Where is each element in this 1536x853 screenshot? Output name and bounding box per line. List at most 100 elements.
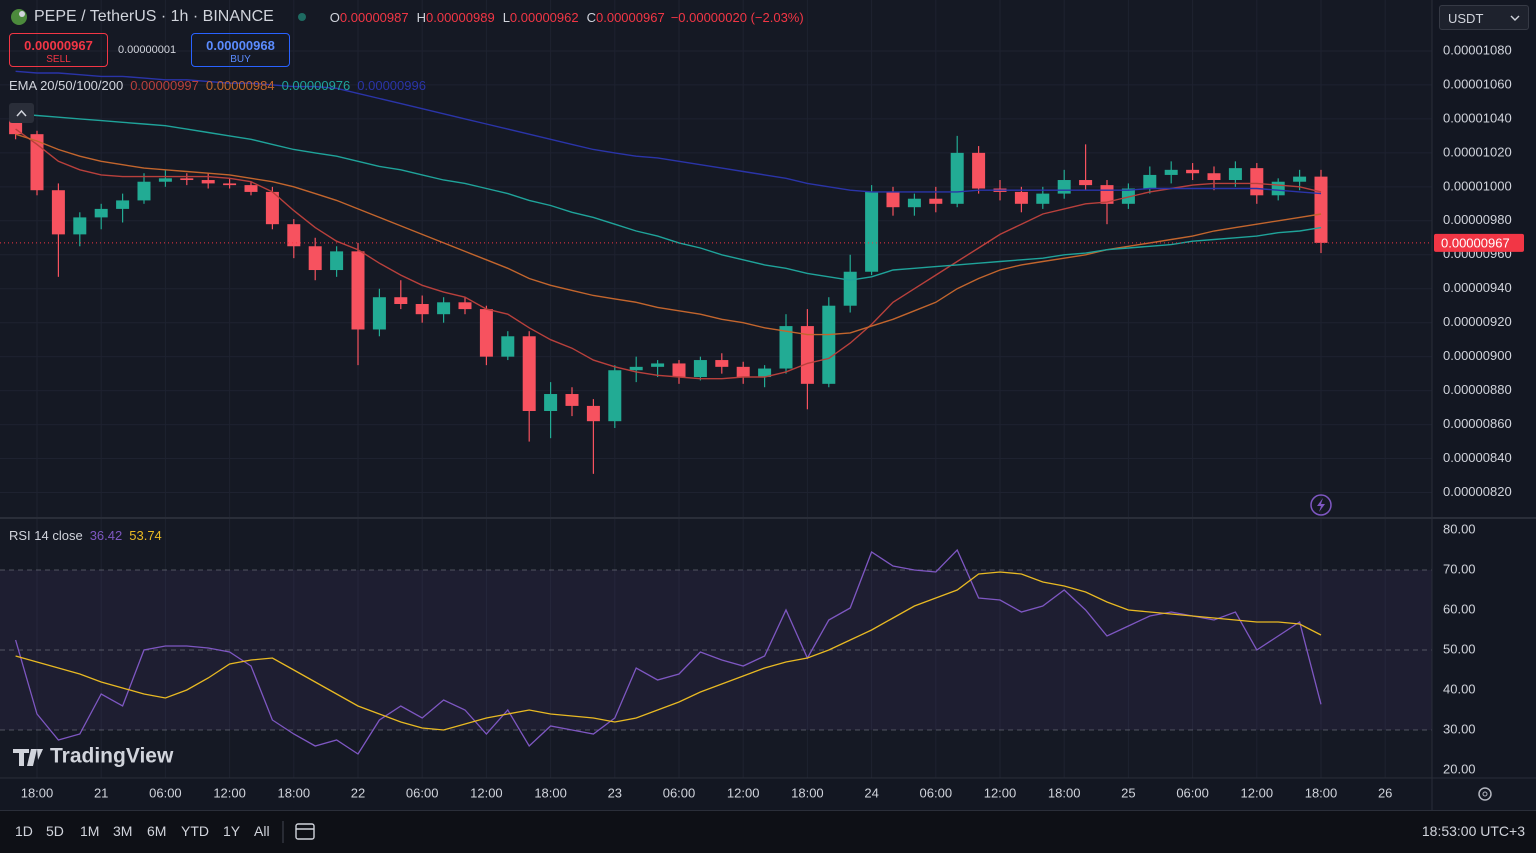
range-button[interactable]: 6M: [147, 823, 167, 839]
legend-value: 0.00000976: [281, 78, 351, 93]
candle-body: [437, 302, 451, 315]
change: −0.00000020 (−2.03%): [670, 9, 804, 25]
symbol-header: PEPE / TetherUS · 1h · BINANCE O 0.000009…: [10, 6, 804, 28]
date-range-icon[interactable]: [280, 813, 320, 853]
candle-body: [886, 191, 900, 208]
candle-body: [1164, 169, 1178, 175]
candle-body: [330, 251, 344, 271]
last-price-box: [1434, 233, 1524, 252]
candle-body: [1121, 188, 1135, 204]
x-tick-label: 06:00: [1176, 785, 1209, 800]
x-tick-label: 22: [351, 785, 365, 800]
x-tick-label: 18:00: [278, 785, 311, 800]
candle-body: [822, 305, 836, 384]
x-tick-label: 12:00: [727, 785, 760, 800]
buy-button[interactable]: 0.00000968 BUY: [191, 33, 290, 67]
y-tick-label: 70.00: [1443, 561, 1476, 576]
y-tick-label: 0.00001040: [1443, 110, 1512, 125]
range-button[interactable]: 1Y: [223, 823, 241, 839]
x-tick-label: 26: [1378, 785, 1392, 800]
symbol[interactable]: PEPE / TetherUS · 1h · BINANCE: [34, 8, 274, 25]
y-tick-label: 50.00: [1443, 641, 1476, 656]
ohlc-value: 0.00000987: [339, 9, 409, 25]
range-button[interactable]: 5D: [46, 823, 64, 839]
candle-body: [1143, 174, 1157, 189]
candle-body: [715, 360, 729, 367]
ohlc-value: 0.00000962: [509, 9, 579, 25]
spread: 0.00000001: [118, 44, 177, 56]
ohlc-key: C: [586, 9, 596, 25]
candle-body: [1057, 180, 1071, 194]
y-tick-label: 0.00000940: [1443, 280, 1512, 295]
plot-background: [0, 0, 1432, 778]
candle-body: [779, 326, 793, 369]
range-button[interactable]: 1M: [80, 823, 100, 839]
clock[interactable]: 18:53:00 UTC+3: [1421, 823, 1525, 839]
candle-body: [1186, 169, 1200, 174]
candle-body: [544, 394, 558, 412]
x-tick-label: 18:00: [1048, 785, 1081, 800]
candle-body: [1036, 193, 1050, 204]
range-button[interactable]: YTD: [181, 823, 209, 839]
collapse-button[interactable]: [9, 103, 34, 123]
x-tick-label: 12:00: [984, 785, 1017, 800]
candle-body: [501, 336, 515, 357]
legend-value: 0.00000997: [130, 78, 199, 93]
candle-body: [586, 405, 600, 422]
candle-body: [30, 134, 44, 191]
currency-select[interactable]: USDT: [1439, 5, 1529, 30]
legend-value: 53.74: [129, 528, 162, 543]
range-button[interactable]: 1D: [15, 823, 33, 839]
candle-body: [629, 366, 643, 371]
range-button[interactable]: All: [254, 823, 270, 839]
candle-body: [972, 152, 986, 189]
y-tick-label: 0.00000820: [1443, 484, 1512, 499]
logo-icon: [13, 749, 43, 766]
candle-body: [672, 363, 686, 378]
alert-icon[interactable]: [1310, 494, 1332, 516]
indicator-name[interactable]: EMA 20/50/100/200: [9, 78, 124, 93]
candle-body: [929, 198, 943, 204]
rsi-legend: RSI 14 close 36.42 53.74: [9, 528, 176, 543]
candle-body: [94, 208, 108, 218]
candle-body: [1293, 176, 1307, 182]
dropdown-icon: [1510, 15, 1520, 21]
legend-values: 0.00000997 0.00000984 0.00000976 0.00000996: [130, 78, 433, 93]
bottom-toolbar: 1D 5D 1M 3M 6M YTD 1Y All 18:53:00 UTC+3: [0, 810, 1536, 853]
candle-body: [1250, 168, 1264, 196]
y-tick-label: 20.00: [1443, 761, 1476, 776]
x-tick-label: 06:00: [920, 785, 953, 800]
candle-body: [1014, 191, 1028, 204]
x-tick-label: 06:00: [149, 785, 182, 800]
indicator-line: [15, 128, 1322, 380]
x-tick-label: 18:00: [1305, 785, 1338, 800]
sell-label: SELL: [46, 54, 71, 65]
y-tick-label: 60.00: [1443, 601, 1476, 616]
range-button[interactable]: 3M: [113, 823, 133, 839]
y-tick-label: 0.00000880: [1443, 382, 1512, 397]
candle-body: [758, 368, 772, 378]
watermark: TradingView: [50, 745, 174, 768]
ohlc-value: 0.00000989: [426, 9, 495, 25]
candle-body: [1228, 168, 1242, 181]
candle-body: [736, 366, 750, 378]
candle-body: [415, 304, 429, 315]
candle-body: [651, 363, 665, 367]
candle-body: [693, 360, 707, 378]
x-tick-label: 23: [608, 785, 622, 800]
candle-body: [865, 191, 879, 272]
sell-button[interactable]: 0.00000967 SELL: [9, 33, 108, 67]
legend-value: 36.42: [89, 528, 123, 543]
status-dot: [297, 13, 306, 21]
candle-body: [1207, 173, 1221, 181]
ema-legend: EMA 20/50/100/200 0.00000997 0.00000984 0.0…: [9, 78, 440, 93]
settings-icon[interactable]: [1478, 787, 1492, 801]
y-tick-label: 0.00000980: [1443, 212, 1512, 227]
ohlc-key: O: [329, 9, 340, 25]
candle-body: [351, 251, 365, 330]
indicator-name[interactable]: RSI 14 close: [9, 528, 83, 543]
candle-body: [843, 271, 857, 306]
candle-body: [522, 336, 536, 412]
y-tick-label: 0.00001060: [1443, 76, 1512, 91]
